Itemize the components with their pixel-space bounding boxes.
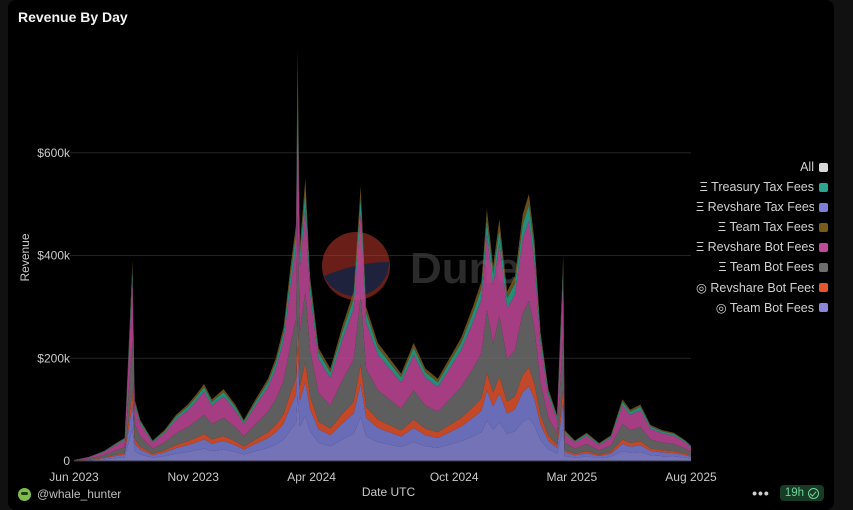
legend-label: ◎ Revshare Bot Fees [696, 280, 814, 295]
legend-swatch [819, 262, 828, 272]
legend-swatch [819, 242, 828, 252]
legend-item[interactable]: ◎ Team Bot Fees [692, 297, 828, 317]
legend-item[interactable]: Ξ Revshare Bot Fees [692, 237, 828, 257]
y-tick-label: $400k [37, 249, 71, 263]
footer-actions: ••• 19h [752, 485, 824, 501]
legend-item[interactable]: Ξ Revshare Tax Fees [692, 197, 828, 217]
area-series-team-bot-sol [74, 395, 691, 461]
x-tick-label: Jun 2023 [49, 470, 99, 484]
freshness-age: 19h [784, 487, 804, 499]
legend-swatch [819, 162, 828, 172]
legend-item[interactable]: All [692, 157, 828, 177]
legend-label: Ξ Revshare Bot Fees [696, 240, 814, 254]
legend-swatch [819, 302, 828, 312]
x-tick-label: Mar 2025 [546, 470, 597, 484]
legend-label: Ξ Treasury Tax Fees [699, 180, 814, 194]
legend-item[interactable]: ◎ Revshare Bot Fees [692, 277, 828, 297]
x-tick-label: Oct 2024 [430, 470, 479, 484]
legend-swatch [819, 282, 828, 292]
legend-item[interactable]: Ξ Team Tax Fees [692, 217, 828, 237]
author[interactable]: @whale_hunter [18, 487, 121, 501]
legend-item[interactable]: Ξ Team Bot Fees [692, 257, 828, 277]
y-tick-label: 0 [63, 454, 70, 468]
legend-item[interactable]: Ξ Treasury Tax Fees [692, 177, 828, 197]
legend-label: Ξ Revshare Tax Fees [696, 200, 814, 214]
legend-swatch [819, 182, 828, 192]
more-options-button[interactable]: ••• [752, 485, 770, 501]
legend-label: Ξ Team Bot Fees [718, 260, 814, 274]
chart-legend: All Ξ Treasury Tax Fees Ξ Revshare Tax Fee… [692, 157, 828, 317]
chart-title: Revenue By Day [18, 9, 128, 25]
author-handle: @whale_hunter [37, 487, 122, 501]
y-tick-label: $200k [37, 351, 71, 365]
check-circle-icon [808, 487, 819, 499]
x-tick-label: Nov 2023 [168, 470, 220, 484]
legend-label: ◎ Team Bot Fees [715, 300, 814, 315]
legend-label: Ξ Team Tax Fees [717, 220, 814, 234]
x-tick-label: Aug 2025 [665, 470, 717, 484]
chart-card: Revenue By Day 0 $200k $400k $600k Jun 2023 N… [8, 0, 834, 510]
area-series-team-bot-eth [74, 214, 691, 461]
freshness-badge[interactable]: 19h [779, 485, 824, 501]
y-axis-title: Revenue [18, 233, 32, 281]
y-tick-label: $600k [37, 146, 71, 160]
x-tick-label: Apr 2024 [287, 470, 336, 484]
legend-swatch [819, 222, 828, 232]
revenue-area-chart: 0 $200k $400k $600k Jun 2023 Nov 2023 Apr 2024… [18, 50, 717, 499]
avatar [18, 487, 31, 501]
x-axis-title: Date UTC [362, 485, 416, 499]
area-series-revshare-bot-eth [74, 91, 691, 461]
area-series-revshare-tax [74, 345, 691, 461]
legend-swatch [819, 202, 828, 212]
legend-label: All [800, 160, 814, 174]
